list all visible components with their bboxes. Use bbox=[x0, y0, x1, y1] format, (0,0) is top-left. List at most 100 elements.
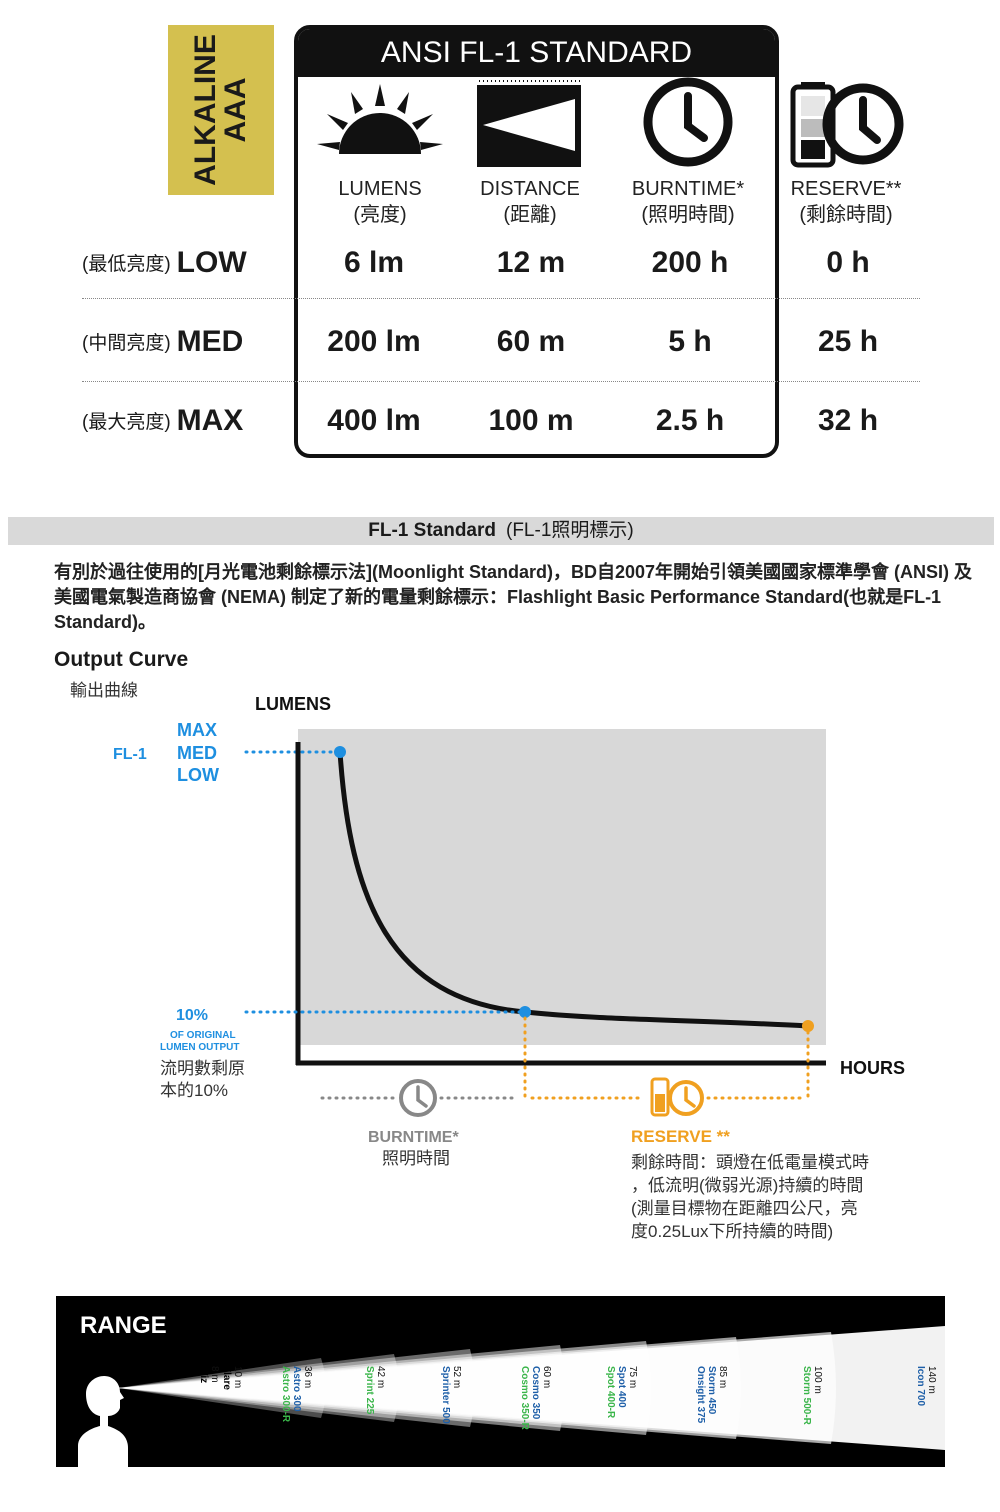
range-product-distance: 75 m bbox=[627, 1366, 638, 1388]
range-product-name: Astro 300-R bbox=[280, 1366, 291, 1423]
low-burntime: 200 h bbox=[651, 246, 729, 279]
range-beam bbox=[118, 1376, 256, 1400]
ansi-standard-box: ANSI FL-1 STANDARD bbox=[294, 25, 779, 458]
range-beam bbox=[118, 1358, 326, 1418]
med-lumens: 200 lm bbox=[327, 325, 421, 358]
range-product-name: Icon 700 bbox=[915, 1366, 926, 1406]
column-lumens-label: LUMENS bbox=[338, 178, 422, 200]
range-product-distance: 8 m bbox=[209, 1366, 220, 1383]
max-distance: 100 m bbox=[488, 404, 574, 437]
battery-type-line2: AAA bbox=[219, 77, 252, 143]
row-label-max: (最大亮度) MAX bbox=[82, 404, 282, 438]
person-silhouette-icon bbox=[78, 1376, 128, 1467]
battery-clock-icon bbox=[650, 1077, 704, 1117]
med-reserve: 25 h bbox=[817, 325, 879, 358]
range-product-name: Astro 300 bbox=[291, 1366, 302, 1412]
column-lumens-label-zh: (亮度) bbox=[353, 204, 407, 226]
reserve-desc-line: ，低流明(微弱光源)持續的時間 bbox=[631, 1176, 863, 1195]
med-distance: 60 m bbox=[496, 325, 566, 358]
output-curve-title: Output Curve bbox=[54, 648, 189, 671]
ten-percent-desc1: OF ORIGINAL bbox=[170, 1030, 236, 1041]
beam-distance-icon bbox=[470, 72, 590, 172]
range-beam bbox=[118, 1349, 475, 1427]
battery-type-label: ALKALINE AAA bbox=[189, 34, 252, 186]
range-product-distance: 85 m bbox=[717, 1366, 728, 1388]
column-reserve-label-zh: (剩餘時間) bbox=[799, 204, 893, 226]
max-lumens: 400 lm bbox=[327, 404, 421, 437]
fl1-label: FL-1 bbox=[113, 746, 147, 763]
sun-icon bbox=[310, 72, 450, 172]
range-product-name: Spot 400 bbox=[616, 1366, 627, 1408]
range-product-distance: 36 m bbox=[302, 1366, 313, 1388]
battery-clock-icon bbox=[786, 72, 910, 172]
range-product-distance: 140 m bbox=[926, 1366, 937, 1394]
column-lumens: LUMENS (亮度) bbox=[305, 176, 455, 228]
low-reserve: 0 h bbox=[826, 246, 870, 279]
chart-shaded-area bbox=[298, 729, 826, 1045]
reserve-desc-line: 剩餘時間：頭燈在低電量模式時 bbox=[631, 1153, 869, 1172]
range-product-name: Flare bbox=[221, 1366, 232, 1390]
row-label-med: (中間亮度) MED bbox=[82, 325, 282, 359]
level-low-label: LOW bbox=[177, 765, 219, 785]
row-max-label: MAX bbox=[176, 404, 244, 437]
banner-title: FL-1 Standard bbox=[368, 520, 496, 541]
section-banner: FL-1 Standard (FL-1照明標示) bbox=[8, 517, 994, 545]
range-product-distance: 42 m bbox=[375, 1366, 386, 1388]
range-product-distance: 100 m bbox=[812, 1366, 823, 1394]
column-distance-label-zh: (距離) bbox=[503, 204, 557, 226]
med-burntime: 5 h bbox=[668, 325, 712, 358]
burntime-point bbox=[519, 1006, 531, 1018]
reserve-desc-line: (測量目標物在距離四公尺，亮 bbox=[631, 1199, 858, 1218]
range-product-name: Sprinter 500 bbox=[440, 1366, 451, 1424]
start-point bbox=[334, 746, 346, 758]
clock-icon bbox=[628, 72, 748, 172]
range-title: RANGE bbox=[80, 1312, 167, 1339]
row-low-label: LOW bbox=[176, 246, 247, 279]
column-reserve-label: RESERVE** bbox=[790, 178, 902, 200]
max-burntime: 2.5 h bbox=[655, 404, 725, 437]
burntime-label-zh: 照明時間 bbox=[382, 1149, 450, 1168]
range-product-name: Cosmo 350 bbox=[530, 1366, 541, 1420]
range-beam bbox=[118, 1341, 651, 1435]
range-product-name: Spot 400-R bbox=[605, 1366, 616, 1419]
range-product-name: Sprint 225 bbox=[364, 1366, 375, 1415]
row-divider bbox=[82, 381, 920, 382]
column-burntime-label-zh: (照明時間) bbox=[641, 204, 735, 226]
range-product-name: Storm 500-R bbox=[801, 1366, 812, 1426]
column-distance: DISTANCE (距離) bbox=[455, 176, 605, 228]
range-product-name: Wiz bbox=[198, 1366, 209, 1383]
column-burntime: BURNTIME* (照明時間) bbox=[613, 176, 763, 228]
range-diagram: Wiz 8 m Flare 10 m Astro 300-R Astro 300 36 m S… bbox=[78, 1326, 945, 1467]
ansi-title: ANSI FL-1 STANDARD bbox=[298, 29, 775, 77]
range-product-name: Storm 450 bbox=[706, 1366, 717, 1415]
ten-percent-label: 10% bbox=[176, 1007, 208, 1024]
range-panel: RANGE Wiz 8 m Flare 10 m Astro 300-R Astro 30… bbox=[56, 1296, 945, 1467]
reserve-desc-line: 度0.25Lux下所持續的時間) bbox=[631, 1222, 833, 1241]
burntime-label: BURNTIME* bbox=[368, 1129, 459, 1146]
range-beam bbox=[118, 1380, 233, 1396]
y-axis-label: LUMENS bbox=[255, 694, 331, 714]
x-axis-label: HOURS bbox=[840, 1058, 905, 1078]
range-product-distance: 10 m bbox=[232, 1366, 243, 1388]
max-reserve: 32 h bbox=[817, 404, 879, 437]
level-med-label: MED bbox=[177, 743, 217, 763]
output-curve-line bbox=[337, 751, 809, 1029]
range-product-distance: 60 m bbox=[541, 1366, 552, 1388]
row-max-label-zh: (最大亮度) bbox=[82, 412, 171, 433]
column-burntime-label: BURNTIME* bbox=[631, 178, 745, 200]
row-med-label-zh: (中間亮度) bbox=[82, 333, 171, 354]
range-beam bbox=[118, 1345, 565, 1431]
reserve-point bbox=[802, 1020, 814, 1032]
intro-paragraph: 有別於過往使用的[月光電池剩餘標示法](Moonlight Standard)，… bbox=[54, 562, 972, 632]
clock-icon bbox=[399, 1079, 437, 1117]
ten-percent-desc2: LUMEN OUTPUT bbox=[160, 1042, 239, 1053]
row-low-label-zh: (最低亮度) bbox=[82, 254, 171, 275]
battery-type-badge bbox=[168, 25, 274, 195]
battery-type-line1: ALKALINE bbox=[189, 34, 222, 186]
range-product-name: Onsight 375 bbox=[695, 1366, 706, 1424]
low-lumens: 6 lm bbox=[343, 246, 405, 279]
ten-percent-zh2: 本的10% bbox=[160, 1081, 228, 1100]
column-distance-label: DISTANCE bbox=[480, 178, 580, 200]
banner-subtitle: (FL-1照明標示) bbox=[506, 520, 634, 541]
output-curve-subtitle: 輸出曲線 bbox=[70, 681, 138, 700]
